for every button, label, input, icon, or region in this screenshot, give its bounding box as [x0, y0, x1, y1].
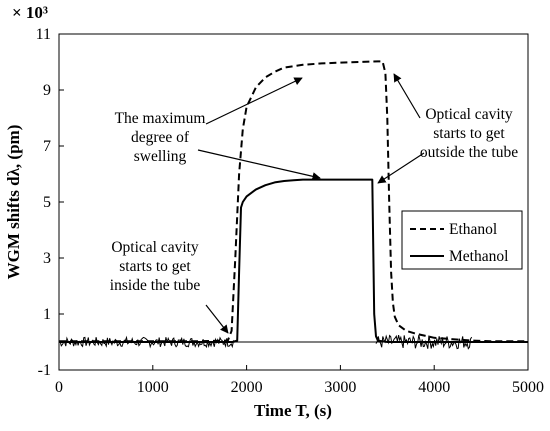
noise-layer	[58, 334, 473, 350]
x-tick-label: 4000	[418, 379, 450, 396]
legend-label-methanol: Methanol	[449, 248, 508, 265]
annotation-cavity-inside: Optical cavity starts to get inside the …	[110, 239, 201, 294]
x-tick-label: 2000	[231, 379, 263, 396]
annotation-max-swelling: The maximum degree of swelling	[115, 110, 206, 165]
plot-frame	[58, 33, 529, 371]
y-tick-label: 7	[43, 138, 51, 155]
arrow-cavity-inside	[205, 304, 229, 334]
svg-text:swelling: swelling	[134, 148, 187, 165]
svg-text:inside the tube: inside the tube	[110, 277, 201, 294]
legend-label-ethanol: Ethanol	[449, 221, 497, 238]
baseline-noise-before	[58, 335, 236, 349]
x-tick-label: 5000	[512, 379, 544, 396]
x-axis-title: Time T, (s)	[254, 401, 332, 420]
y-tick-label: 9	[43, 82, 51, 99]
x-tick-label: 0	[55, 379, 63, 396]
svg-text:degree of: degree of	[131, 129, 190, 146]
legend-box	[401, 210, 523, 270]
arrow-max-swelling-ethanol	[205, 77, 303, 125]
svg-text:starts to get: starts to get	[433, 125, 505, 142]
svg-text:Optical cavity: Optical cavity	[111, 239, 199, 256]
arrow-max-swelling-methanol	[197, 149, 321, 181]
series-line-methanol	[59, 178, 528, 343]
arrow-cavity-outside-methanol	[377, 152, 425, 184]
y-axis-ticks: -1 1 3 5 7 9 11	[36, 26, 64, 379]
svg-text:outside the tube: outside the tube	[420, 144, 518, 161]
baseline-noise-after	[375, 334, 473, 350]
x-tick-label: 3000	[324, 379, 356, 396]
y-tick-label: 5	[43, 194, 51, 211]
annotation-cavity-outside: Optical cavity starts to get outside the…	[420, 106, 518, 161]
x-axis-ticks: 0 1000 2000 3000 4000 5000	[55, 365, 544, 396]
y-tick-label: 11	[36, 26, 51, 43]
y-tick-label: 1	[43, 306, 51, 323]
y-tick-label: 3	[43, 250, 51, 267]
series-layer	[59, 60, 528, 343]
y-tick-label: -1	[38, 362, 51, 379]
arrow-cavity-outside-ethanol	[393, 73, 421, 119]
x-tick-label: 1000	[137, 379, 169, 396]
svg-text:The maximum: The maximum	[115, 110, 206, 127]
svg-text:Optical cavity: Optical cavity	[425, 106, 513, 123]
svg-text:starts to get: starts to get	[119, 258, 191, 275]
series-line-ethanol	[59, 60, 528, 343]
y-multiplier-label: × 10³	[12, 3, 48, 22]
y-axis-title: WGM shifts dλ, (pm)	[4, 125, 23, 280]
legend: Ethanol Methanol	[401, 210, 523, 270]
